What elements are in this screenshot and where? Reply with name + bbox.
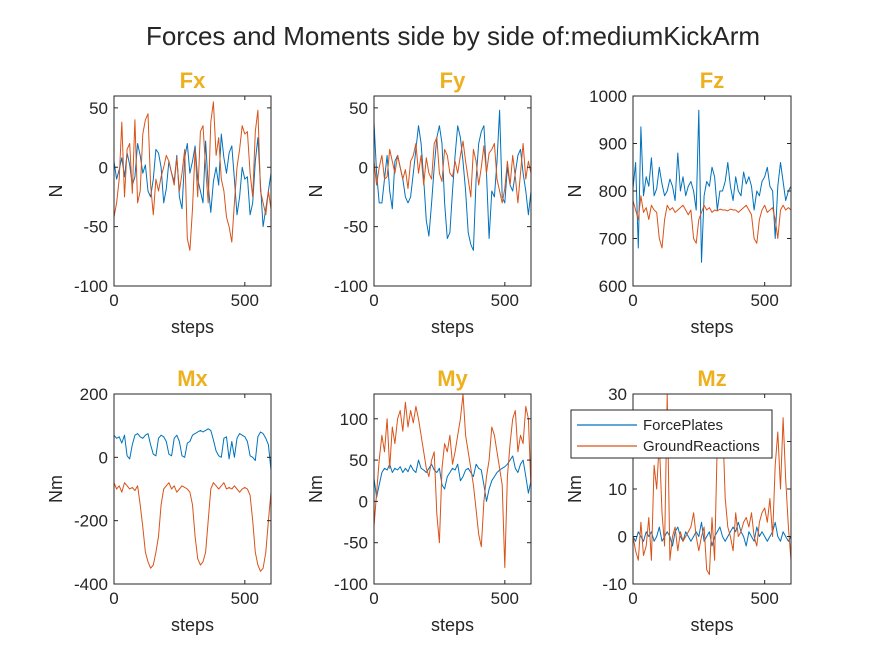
series-group [114,428,271,572]
series-line-forceplates [374,455,531,502]
x-tick-label: 0 [369,291,378,310]
series-line-groundreactions [114,101,271,251]
y-tick-label: -200 [74,512,108,531]
axes-frame [373,393,532,585]
series-line-forceplates [633,521,791,547]
y-tick-label: 900 [599,135,627,154]
x-tick-label: 500 [750,589,778,608]
subplot-title: My [437,366,468,391]
y-tick-label: 50 [349,99,368,118]
y-tick-label: 700 [599,230,627,249]
x-axis-label: steps [431,615,474,635]
series-line-groundreactions [633,195,791,249]
subplot-my: -100 -50 0 50 100 0 500 My steps Nm [306,366,532,635]
y-tick-label: 0 [359,158,368,177]
series-group [114,101,271,251]
y-tick-label: -50 [343,218,368,237]
series-line-groundreactions [374,394,531,568]
y-tick-label: 50 [89,99,108,118]
figure-title: Forces and Moments side by side of:mediu… [146,21,760,51]
y-axis-label: Nm [306,475,326,503]
x-tick-label: 500 [231,291,259,310]
y-tick-label: -100 [74,277,108,296]
plot-area [633,96,791,286]
x-tick-label: 500 [231,589,259,608]
x-tick-label: 500 [491,589,519,608]
y-tick-label: 600 [599,277,627,296]
legend-label-forceplates: ForcePlates [643,417,723,434]
x-tick-label: 0 [109,589,118,608]
x-axis-label: steps [171,317,214,337]
x-axis-label: steps [171,615,214,635]
legend-box [570,409,773,459]
subplot-title: Mx [177,366,208,391]
y-axis-label: N [306,185,326,198]
subplot-title: Fy [440,68,466,93]
y-tick-label: 30 [608,385,627,404]
axes-frame [373,95,532,287]
y-tick-label: -10 [602,575,627,594]
series-line-groundreactions [374,137,531,204]
axes-frame [113,393,272,585]
plot-area [114,394,271,584]
x-tick-label: 0 [628,589,637,608]
series-group [374,109,531,251]
legend-label-groundreactions: GroundReactions [643,438,760,455]
x-tick-label: 0 [628,291,637,310]
y-tick-label: 10 [608,480,627,499]
series-line-groundreactions [114,482,271,572]
y-tick-label: 200 [80,385,108,404]
legend: ForcePlates GroundReactions [570,409,773,459]
y-axis-label: N [46,185,66,198]
x-tick-label: 500 [750,291,778,310]
y-tick-label: 800 [599,182,627,201]
y-tick-label: -50 [343,534,368,553]
series-group [633,109,791,263]
subplot-title: Fx [180,68,206,93]
y-tick-label: 50 [349,451,368,470]
subplot-title: Fz [700,68,724,93]
x-axis-label: steps [690,317,733,337]
axes-frame [113,95,272,287]
y-axis-label: N [565,185,585,198]
y-tick-label: 0 [618,528,627,547]
series-line-forceplates [633,109,791,263]
y-tick-label: -100 [334,277,368,296]
y-tick-label: -100 [334,575,368,594]
subplot-fz: 600 700 800 900 1000 0 500 Fz steps N [565,68,792,337]
y-tick-label: 0 [359,492,368,511]
x-tick-label: 0 [369,589,378,608]
x-tick-label: 500 [491,291,519,310]
x-axis-label: steps [690,615,733,635]
series-line-forceplates [114,428,271,471]
x-tick-label: 0 [109,291,118,310]
y-tick-label: -400 [74,575,108,594]
y-tick-label: 0 [99,158,108,177]
subplot-title: Mz [697,366,726,391]
x-axis-label: steps [431,317,474,337]
y-tick-label: 100 [340,410,368,429]
y-tick-label: -50 [83,218,108,237]
y-axis-label: Nm [46,475,66,503]
series-line-forceplates [114,133,271,228]
series-group [374,394,531,568]
subplot-mx: -400 -200 0 200 0 500 Mx steps Nm [46,366,272,635]
y-tick-label: 1000 [589,87,627,106]
y-tick-label: 0 [99,448,108,467]
y-axis-label: Nm [565,475,585,503]
